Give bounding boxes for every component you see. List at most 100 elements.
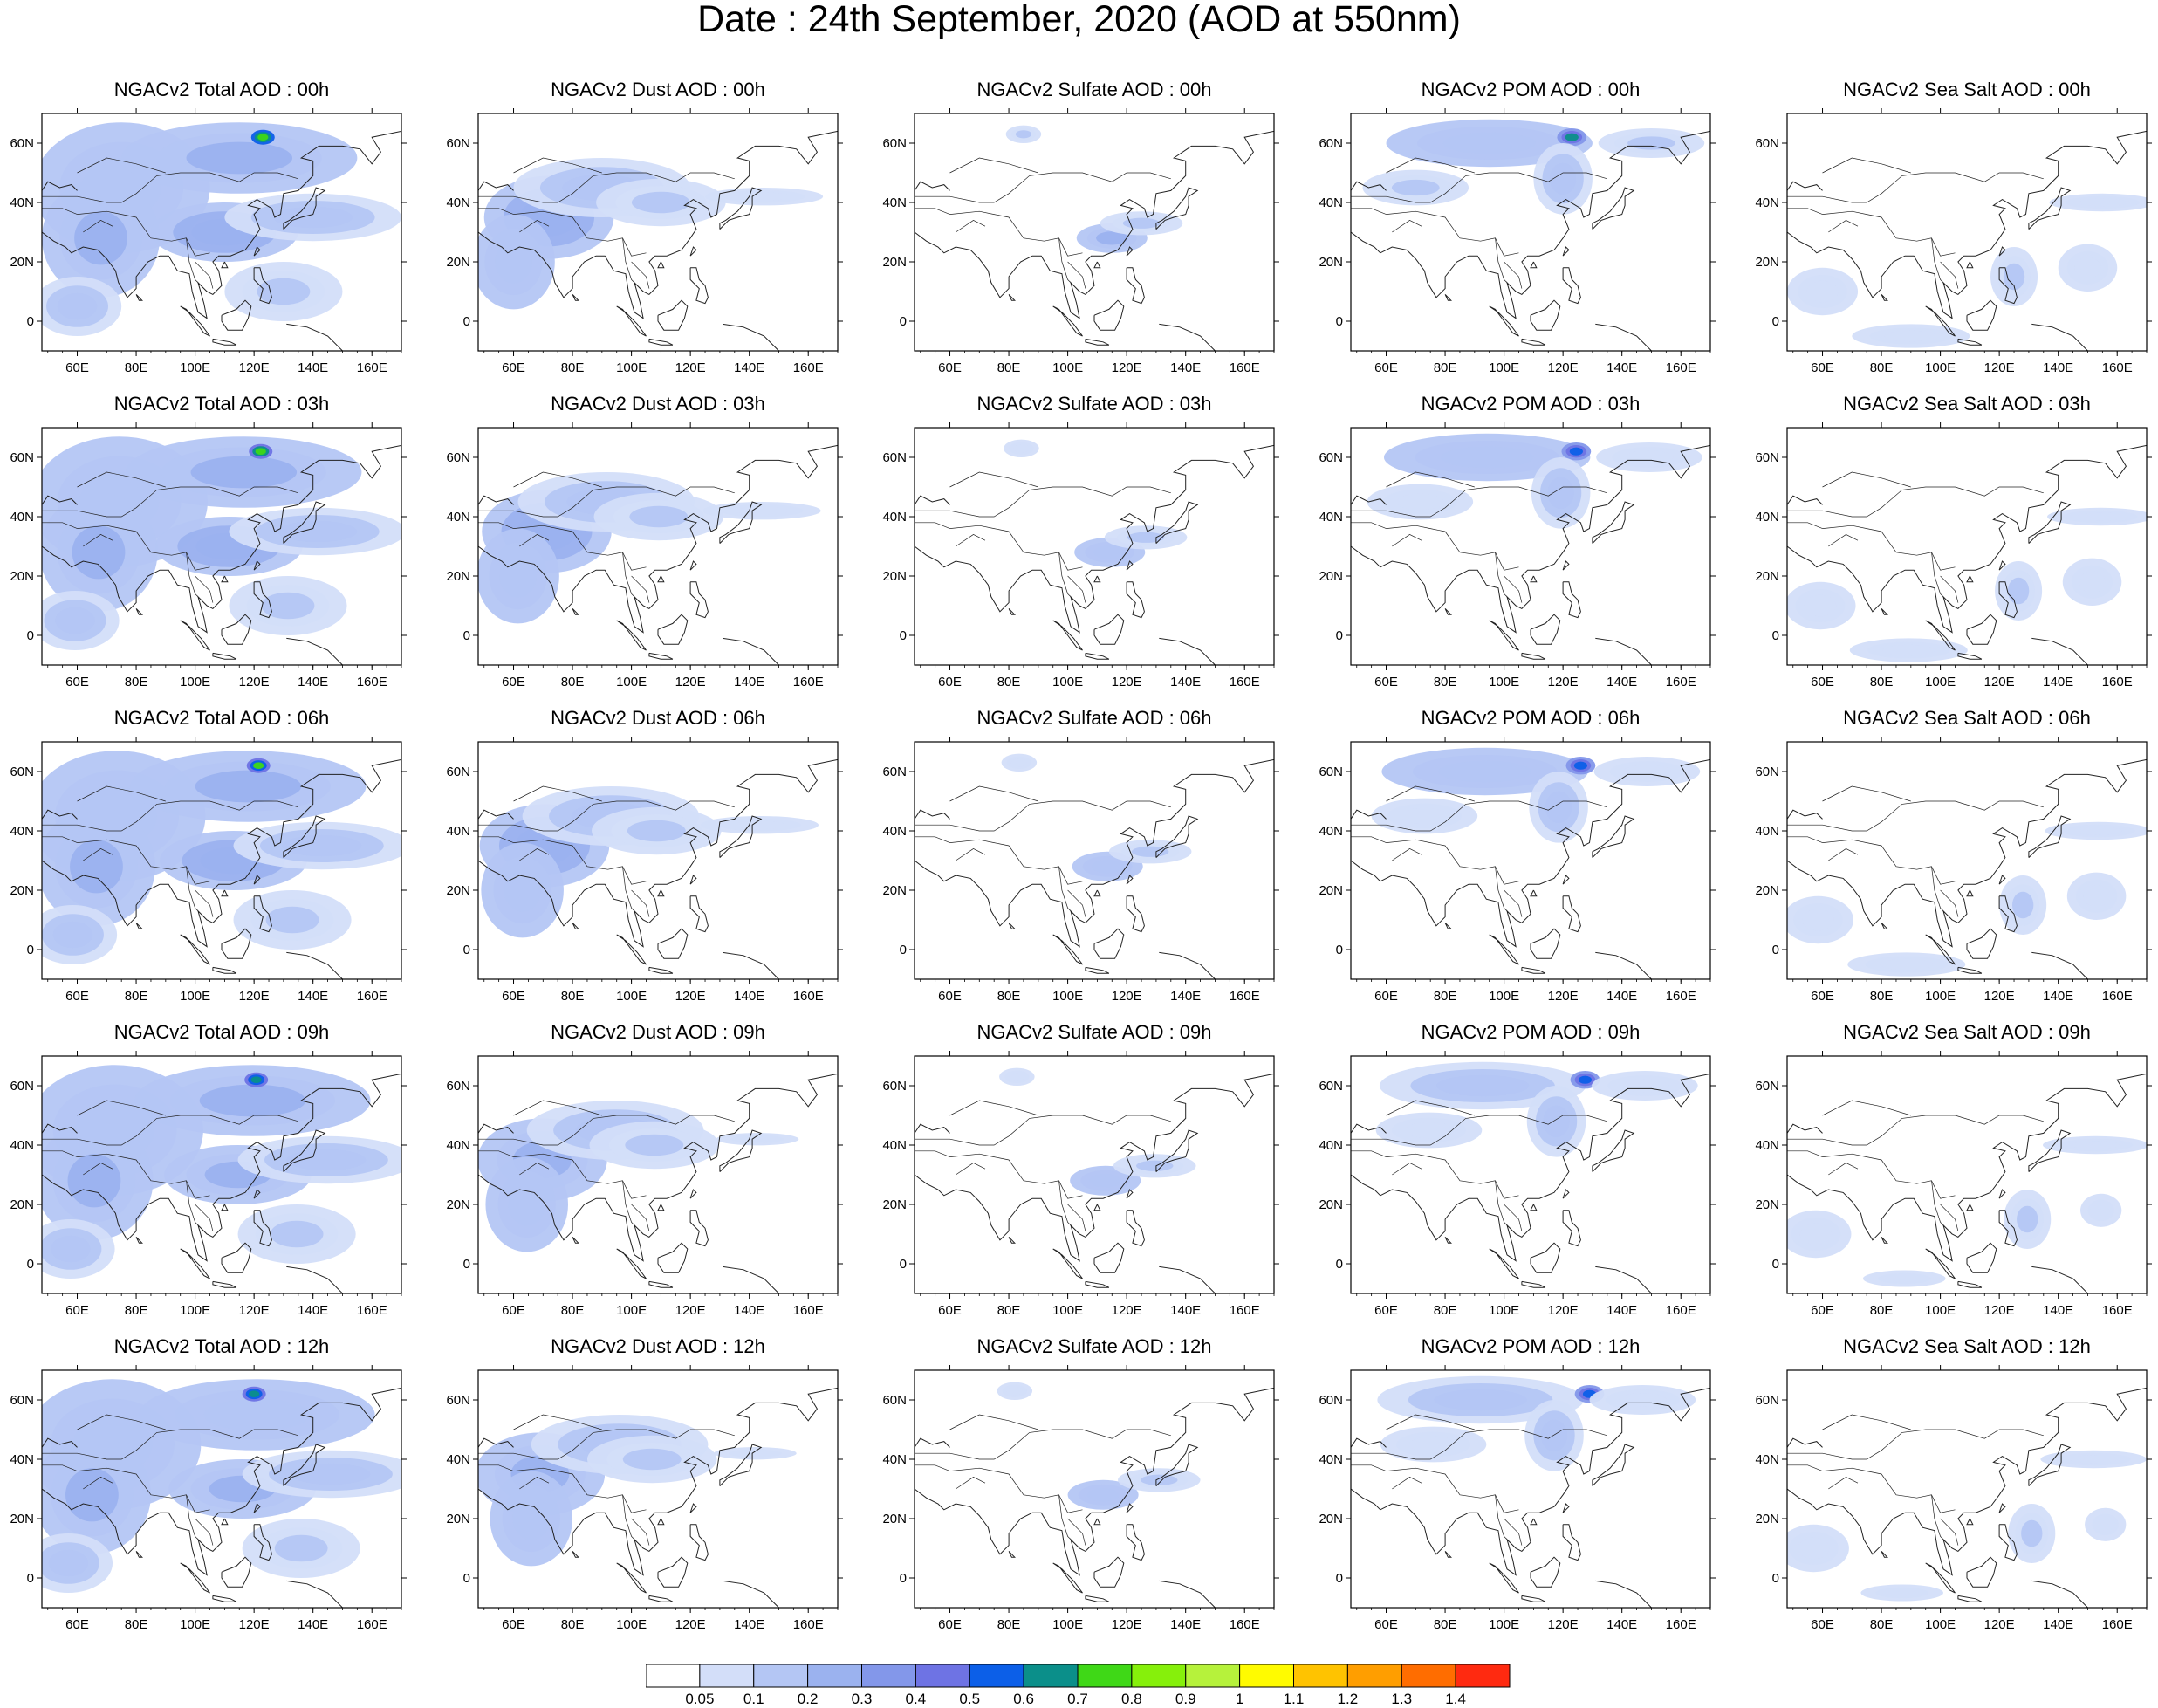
lat-tick-label: 40N <box>1755 824 1779 839</box>
aod-field <box>42 1379 401 1593</box>
aod-blob <box>2021 1519 2043 1547</box>
colorbar-label: 1 <box>1236 1691 1243 1706</box>
aod-blob <box>282 834 362 857</box>
aod-blob <box>2012 891 2034 919</box>
map-frame <box>41 741 402 980</box>
aod-blob <box>627 820 686 842</box>
aod-blob <box>1401 807 1449 825</box>
aod-blob <box>1625 450 1674 464</box>
lat-tick-label: 20N <box>1755 1512 1779 1526</box>
aod-blob <box>512 1497 551 1540</box>
aod-field <box>1377 1375 1696 1471</box>
aod-map: 60E 80E 100E 120E 140E 160E 0 20N 40N 60N <box>446 422 843 689</box>
aod-field <box>1787 507 2147 662</box>
lon-tick-label: 120E <box>1548 1303 1579 1318</box>
colorbar-label: 0.7 <box>1067 1691 1088 1706</box>
panel-title: NGACv2 Sulfate AOD : 00h <box>976 79 1212 100</box>
panel-title: NGACv2 Dust AOD : 03h <box>551 393 765 415</box>
map-frame <box>477 741 839 980</box>
lat-tick-label: 0 <box>463 1257 470 1272</box>
lon-tick-label: 120E <box>239 675 270 689</box>
lat-tick-label: 20N <box>10 255 34 270</box>
aod-blob <box>625 1134 684 1156</box>
lat-tick-label: 60N <box>1319 136 1343 151</box>
panel-title: NGACv2 Sulfate AOD : 12h <box>976 1335 1212 1357</box>
aod-blob <box>729 1449 782 1458</box>
aod-blob <box>2079 571 2106 593</box>
lon-tick-label: 80E <box>997 360 1021 375</box>
map-panel-dust-03h: NGACv2 Dust AOD : 03h 60E 80E 100E 120E 140E 1… <box>439 393 851 700</box>
lon-tick-label: 80E <box>1434 675 1457 689</box>
aod-field <box>478 1101 799 1252</box>
lat-tick-label: 60N <box>1319 450 1343 465</box>
lat-tick-label: 20N <box>446 1512 470 1526</box>
aod-blob <box>1569 447 1583 456</box>
colorbar-label: 0.5 <box>959 1691 980 1706</box>
lon-tick-label: 140E <box>734 1617 764 1632</box>
aod-blob <box>74 211 127 265</box>
lon-tick-label: 120E <box>1548 989 1579 1004</box>
map-frame <box>1786 427 2148 666</box>
lat-tick-label: 0 <box>463 314 470 329</box>
map-frame <box>914 427 1275 666</box>
aod-blob <box>1806 280 1839 303</box>
coastlines <box>478 130 838 351</box>
lat-tick-label: 60N <box>882 1079 907 1094</box>
panel-title: NGACv2 Dust AOD : 09h <box>551 1021 765 1043</box>
lon-tick-label: 100E <box>180 989 210 1004</box>
lat-tick-label: 0 <box>900 314 907 329</box>
lon-tick-label: 160E <box>2102 675 2133 689</box>
aod-blob <box>2072 1141 2120 1149</box>
lat-tick-label: 60N <box>1755 1079 1779 1094</box>
aod-blob <box>1442 132 1536 154</box>
coastlines <box>42 1073 401 1293</box>
aod-blob <box>261 592 315 620</box>
aod-field <box>1001 753 1192 881</box>
map-frame <box>1786 741 2148 980</box>
map-frame <box>1350 1369 1711 1609</box>
lat-tick-label: 40N <box>1319 824 1343 839</box>
lon-tick-label: 100E <box>1925 989 1956 1004</box>
lon-tick-label: 60E <box>502 675 525 689</box>
panel-title: NGACv2 Total AOD : 12h <box>113 1335 330 1357</box>
aod-blob <box>1545 791 1572 824</box>
lat-tick-label: 40N <box>1755 1138 1779 1153</box>
lon-tick-label: 160E <box>1666 360 1696 375</box>
aod-blob <box>1015 130 1032 139</box>
lon-tick-label: 120E <box>1112 989 1142 1004</box>
lon-tick-label: 140E <box>1170 989 1201 1004</box>
lat-tick-label: 60N <box>1755 1393 1779 1408</box>
panel-title: NGACv2 Dust AOD : 06h <box>551 707 765 729</box>
lat-tick-label: 40N <box>882 510 907 525</box>
lon-tick-label: 140E <box>1170 675 1201 689</box>
map-panel-dust-09h: NGACv2 Dust AOD : 09h 60E 80E 100E 120E 140E 1… <box>439 1021 851 1328</box>
map-frame <box>41 427 402 666</box>
coastlines <box>42 1387 401 1608</box>
panel-title: NGACv2 POM AOD : 03h <box>1421 393 1641 415</box>
coastlines <box>1351 758 1710 979</box>
aod-field <box>42 436 401 650</box>
lat-tick-label: 40N <box>10 195 34 210</box>
aod-field <box>479 786 819 938</box>
lon-tick-label: 100E <box>616 1617 647 1632</box>
aod-map: 60E 80E 100E 120E 140E 160E 0 20N 40N 60N <box>10 1051 407 1318</box>
lat-tick-label: 20N <box>1319 569 1343 584</box>
panel-title: NGACv2 POM AOD : 00h <box>1421 79 1641 100</box>
panel-title: NGACv2 Total AOD : 00h <box>113 79 330 100</box>
lat-tick-label: 0 <box>27 943 34 957</box>
lon-tick-label: 60E <box>938 1303 962 1318</box>
lat-tick-label: 20N <box>882 255 907 270</box>
coastlines <box>1787 130 2147 351</box>
lon-tick-label: 80E <box>561 360 585 375</box>
lon-tick-label: 120E <box>1112 360 1142 375</box>
aod-map: 60E 80E 100E 120E 140E 160E 0 20N 40N 60N <box>10 108 407 375</box>
aod-blob <box>737 192 791 201</box>
lat-tick-label: 20N <box>882 883 907 898</box>
lon-tick-label: 100E <box>1925 360 1956 375</box>
lon-tick-label: 80E <box>561 1303 585 1318</box>
lon-tick-label: 120E <box>675 675 706 689</box>
aod-blob <box>1409 1436 1457 1453</box>
lat-tick-label: 0 <box>463 943 470 957</box>
colorbar-box <box>861 1664 916 1688</box>
